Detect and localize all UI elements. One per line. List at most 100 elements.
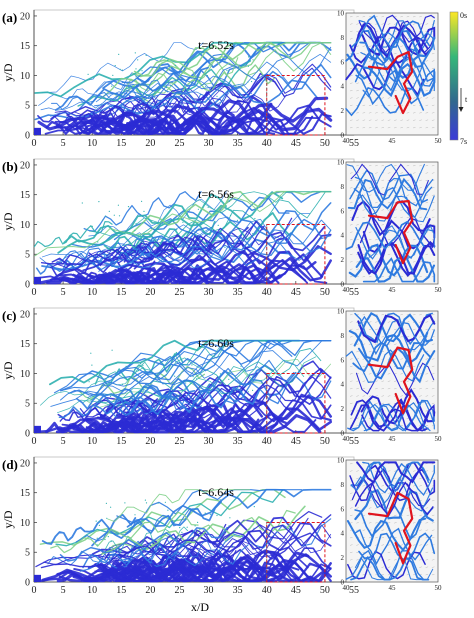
streakline: [77, 267, 174, 284]
vector-arrow: [349, 82, 353, 84]
vector-arrow: [431, 358, 435, 360]
inset-streakline: [361, 403, 436, 432]
inset-streakline: [362, 61, 435, 98]
particle-dot: [229, 517, 231, 519]
vector-arrow: [368, 276, 372, 278]
x-tick-label: 35: [233, 138, 243, 149]
inset-y-tick-label: 6: [341, 356, 345, 364]
vector-arrow: [431, 328, 435, 330]
inset-x-tick-label: 50: [435, 286, 443, 294]
vector-arrow: [394, 104, 397, 106]
particle-dot: [217, 224, 219, 226]
vector-arrow: [425, 82, 429, 84]
vector-arrow: [362, 45, 366, 47]
vector-arrow: [368, 373, 372, 375]
inset-streakline: [362, 257, 436, 283]
vector-arrow: [412, 537, 416, 539]
particle-dot: [228, 378, 230, 380]
vector-arrow: [412, 127, 416, 129]
vector-arrow: [381, 209, 385, 211]
vector-arrow: [425, 179, 429, 181]
inset-streakline: [351, 14, 431, 49]
vector-arrow: [368, 328, 372, 330]
x-tick-label: 30: [204, 585, 214, 596]
vector-arrow: [406, 231, 410, 233]
vector-arrow: [412, 574, 416, 576]
vector-arrow: [349, 365, 353, 367]
vector-arrow: [356, 165, 359, 167]
x-axis-title: x/D: [191, 600, 209, 614]
vector-arrow: [387, 559, 391, 561]
vector-arrow: [394, 328, 397, 330]
vector-arrow: [425, 358, 429, 360]
colorbar-bottom-label: 7s: [460, 137, 467, 146]
inset-streakline: [351, 477, 431, 513]
vector-arrow: [375, 127, 378, 129]
particle-dot: [205, 85, 207, 87]
vector-arrow: [362, 395, 366, 397]
particle-dot: [228, 525, 230, 527]
inset-y-tick-label: 10: [337, 10, 345, 18]
vector-arrow: [419, 179, 422, 181]
y-tick-label: 5: [25, 101, 30, 112]
particle-dot: [124, 233, 126, 235]
inset-streakline: [354, 176, 434, 209]
streakline: [131, 190, 332, 234]
x-tick-label: 15: [116, 287, 126, 298]
particle-dot: [253, 506, 255, 508]
streakline: [51, 235, 216, 266]
vector-arrow: [412, 239, 416, 241]
vector-arrow: [362, 268, 366, 270]
vector-arrow: [375, 112, 378, 114]
inset-x-tick-label: 40: [343, 286, 351, 294]
inset-x-tick-label: 50: [435, 584, 443, 592]
particle-dot: [233, 533, 235, 535]
vector-arrow: [431, 380, 435, 382]
vector-arrow: [381, 165, 385, 167]
panel-letter: (a): [2, 10, 17, 25]
x-tick-label: 55: [349, 585, 359, 596]
vector-arrow: [394, 112, 397, 114]
vector-arrow: [425, 328, 429, 330]
vector-arrow: [425, 522, 429, 524]
time-label: t=6.56s: [198, 187, 234, 201]
vector-arrow: [356, 90, 359, 92]
vector-arrow: [419, 216, 422, 218]
vector-arrow: [356, 30, 359, 32]
particle-dot: [157, 502, 159, 504]
vector-arrow: [412, 470, 416, 472]
inset-streakline: [347, 550, 426, 580]
particle-dot: [115, 362, 117, 364]
particle-dot: [97, 241, 99, 243]
vector-arrow: [375, 202, 378, 204]
vector-arrow: [419, 529, 422, 531]
particle-dot: [216, 514, 218, 517]
x-tick-label: 50: [320, 287, 330, 298]
streakline: [130, 113, 332, 135]
particle-dot: [96, 544, 98, 546]
vector-arrow: [431, 373, 435, 375]
inset-streakline: [358, 319, 435, 356]
vector-arrow: [431, 97, 435, 99]
vector-arrow: [356, 507, 359, 509]
vector-arrow: [368, 104, 372, 106]
particle-dot: [87, 73, 89, 75]
time-label: t=6.52s: [198, 38, 234, 52]
vector-arrow: [425, 23, 429, 25]
streakline: [112, 359, 295, 404]
vector-arrow: [431, 500, 435, 502]
particle-dot: [98, 524, 100, 527]
vector-arrow: [431, 104, 435, 106]
vector-arrow: [356, 559, 359, 561]
vector-arrow: [349, 23, 353, 25]
vector-arrow: [356, 224, 359, 226]
particle-dot: [118, 53, 120, 56]
vector-arrow: [349, 127, 353, 129]
vector-arrow: [375, 239, 378, 241]
particle-dot: [254, 217, 256, 220]
x-tick-label: 30: [204, 138, 214, 149]
x-tick-label: 15: [116, 585, 126, 596]
x-tick-label: 45: [291, 138, 301, 149]
